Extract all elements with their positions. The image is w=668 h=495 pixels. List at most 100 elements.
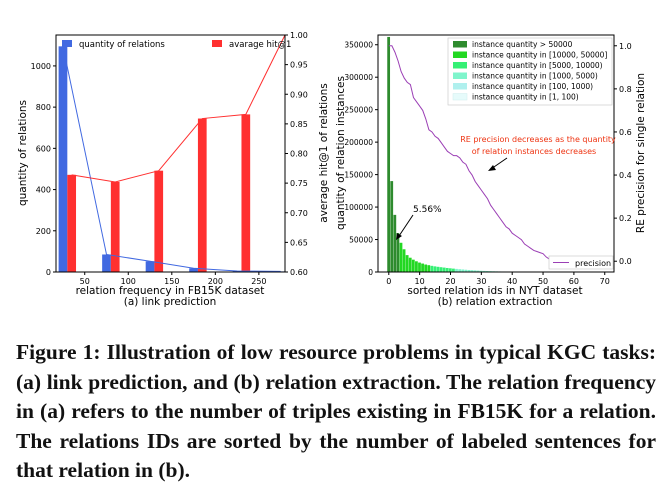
y2-tick-label: 0.2 [619, 214, 632, 223]
panel-a-xlabel: relation frequency in FB15K dataset [76, 285, 265, 297]
legend-swatch [453, 62, 467, 69]
instance-bar [461, 269, 465, 272]
legend-swatch [453, 51, 467, 58]
y-tick-label: 50000 [349, 236, 373, 245]
x-tick-label: 10 [415, 277, 425, 286]
instance-bar [430, 265, 434, 272]
panel-b-relation-extraction: 0 10 20 30 40 50 60 70 0 50000 100000 150000 200000… [335, 34, 647, 308]
x-tick-label: 200 [208, 277, 223, 286]
instance-bar [405, 255, 409, 272]
instance-bar [464, 269, 468, 272]
legend-swatch [453, 41, 467, 48]
y-tick-label: 800 [36, 103, 51, 112]
legend-label: instance quantity in [100, 1000) [472, 82, 593, 91]
legend-swatch [453, 83, 467, 90]
y-tick-label: 200 [36, 227, 51, 236]
instance-bar [458, 269, 461, 272]
panel-b-caption: (b) relation extraction [438, 296, 553, 308]
instance-bar [439, 267, 443, 272]
hit-bar [197, 118, 207, 272]
legend-swatch [452, 93, 468, 101]
y-tick-label: 150000 [344, 171, 373, 180]
x-tick-label: 30 [476, 277, 486, 286]
panel-b-legend-box [447, 37, 613, 106]
quantity-trend-line [62, 46, 281, 272]
y-tick-label: 200000 [344, 138, 373, 147]
precision-legend-label: precision [575, 259, 611, 268]
instance-bar [390, 181, 394, 272]
x-tick-label: 150 [164, 277, 179, 286]
instance-bar [418, 262, 421, 272]
instance-bar [452, 268, 455, 272]
x-tick-label: 60 [569, 277, 579, 286]
y2-tick-label: 0.0 [619, 257, 632, 266]
instance-bar [399, 242, 403, 272]
panel-b-frame [377, 34, 615, 273]
y2-tick-label: 0.85 [290, 120, 308, 129]
y2-tick-label: 1.00 [290, 31, 308, 40]
x-tick-label: 70 [600, 277, 610, 286]
annotation-percent-arrow [398, 214, 414, 237]
y2-tick-label: 0.90 [290, 90, 308, 99]
y2-tick-label: 0.6 [619, 128, 632, 137]
panel-a-frame [55, 34, 286, 273]
instance-bar [387, 36, 391, 273]
hit-trend-line [71, 34, 286, 183]
y2-tick-label: 0.95 [290, 61, 308, 70]
precision-line [388, 45, 556, 261]
instance-bar [442, 267, 446, 272]
instance-bar [411, 259, 415, 272]
y-tick-label: 300000 [344, 73, 373, 82]
instance-bar [482, 270, 486, 272]
annotation-percent: 5.56% [413, 205, 442, 215]
instance-bar [408, 257, 412, 272]
instance-bar [396, 233, 400, 272]
y-tick-label: 1000 [31, 62, 51, 71]
quantity-bar [232, 270, 242, 272]
panel-b-y2label: RE precision for single relation [635, 73, 647, 233]
instance-bar [476, 270, 480, 272]
legend-label: instance quantity in [1000, 5000) [472, 72, 598, 81]
panel-b-xlabel: sorted relation ids in NYT dataset [407, 285, 582, 297]
x-tick-label: 20 [445, 277, 455, 286]
instance-bar [427, 265, 431, 272]
instance-bar [470, 270, 474, 272]
panel-b-ylabel: quantity of relation instances [335, 76, 347, 230]
y2-tick-label: 0.70 [290, 209, 308, 218]
x-tick-label: 100 [121, 277, 136, 286]
quantity-bar [58, 46, 68, 273]
y-tick-label: 400 [36, 186, 51, 195]
annotation-precision-arrowhead [488, 165, 496, 171]
y-tick-label: 250000 [344, 106, 373, 115]
y2-tick-label: 0.60 [290, 268, 308, 277]
legend-swatch [453, 72, 467, 79]
x-tick-label: 50 [80, 277, 90, 286]
legend-label-hit: avarage hit@1 [229, 40, 291, 50]
panel-a-y2label: average hit@1 of relations [318, 83, 330, 222]
instance-bar [445, 267, 449, 272]
panel-a-link-prediction: 50 100 150 200 250 0 200 400 600 800 1000 0.60 0.6… [17, 31, 330, 308]
hit-bar [241, 114, 251, 273]
instance-bar [433, 266, 437, 272]
y2-tick-label: 0.75 [290, 179, 308, 188]
quantity-bar [145, 261, 155, 272]
x-tick-label: 250 [251, 277, 266, 286]
annotation-precision-line2: of relation instances decreases [472, 147, 596, 156]
legend-swatch-hit [212, 40, 222, 47]
instance-bar [448, 268, 452, 272]
x-tick-label: 50 [538, 277, 548, 286]
hit-bar [67, 174, 77, 272]
legend-label: instance quantity in [10000, 50000] [472, 51, 607, 60]
y2-tick-label: 1.0 [619, 42, 632, 51]
legend-label: instance quantity in [1, 100) [472, 93, 579, 102]
legend-label: instance quantity > 50000 [472, 40, 573, 49]
hit-bar [110, 181, 120, 272]
instance-bar [421, 263, 424, 272]
hit-bar [154, 170, 164, 272]
y2-tick-label: 0.8 [619, 85, 632, 94]
legend-label: instance quantity in [5000, 10000) [472, 61, 603, 70]
instance-bar [402, 249, 406, 272]
panel-a-caption: (a) link prediction [124, 296, 217, 308]
quantity-bar [189, 268, 198, 272]
